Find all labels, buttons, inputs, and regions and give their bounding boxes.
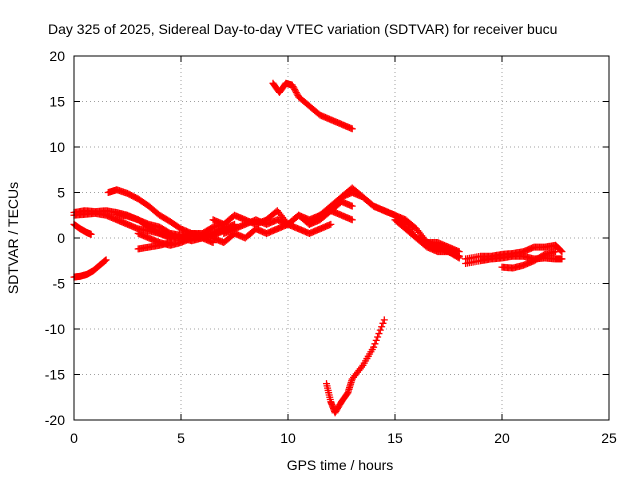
data-point-marker	[375, 330, 383, 338]
x-tick-label: 10	[280, 430, 296, 446]
x-tick-label: 20	[494, 430, 510, 446]
y-tick-label: 5	[57, 185, 65, 201]
data-point-marker	[558, 248, 566, 256]
data-point-marker	[376, 326, 384, 334]
data-point-marker	[87, 230, 95, 238]
x-tick-label: 0	[70, 430, 78, 446]
plot-frame	[73, 55, 610, 421]
x-tick-label: 25	[601, 430, 617, 446]
series-track-20	[498, 248, 559, 272]
y-tick-label: -15	[45, 367, 65, 383]
y-tick-label: 15	[49, 94, 65, 110]
data-point-marker	[558, 255, 566, 263]
data-point-marker	[372, 336, 380, 344]
series-track-7	[134, 239, 174, 253]
y-tick-label: 10	[49, 139, 65, 155]
series-track-8	[70, 256, 110, 281]
data-point-marker	[455, 248, 463, 256]
y-tick-label: 0	[57, 230, 65, 246]
y-tick-label: -10	[45, 321, 65, 337]
data-points	[70, 79, 566, 417]
data-point-marker	[552, 248, 559, 256]
series-track-17	[323, 316, 388, 417]
y-axis-label: SDTVAR / TECUs	[5, 182, 21, 294]
data-point-marker	[348, 202, 356, 210]
data-point-marker	[166, 239, 174, 247]
data-point-marker	[371, 340, 379, 348]
axis-tick-labels: 0 5 10 15 20 25 -20 -15 -10 -5 0 5 10 15 20	[45, 48, 617, 446]
x-tick-label: 15	[387, 430, 403, 446]
x-tick-label: 5	[177, 430, 185, 446]
series-track-11	[220, 198, 356, 237]
data-point-marker	[348, 216, 356, 224]
data-point-marker	[370, 343, 378, 351]
data-point-marker	[557, 247, 565, 255]
grid-lines	[74, 56, 609, 420]
data-point-marker	[379, 319, 387, 327]
data-point-marker	[348, 125, 356, 133]
data-point-marker	[102, 256, 110, 264]
y-tick-label: -5	[53, 276, 66, 292]
data-point-marker	[101, 257, 109, 265]
chart-title: Day 325 of 2025, Sidereal Day-to-day VTE…	[48, 21, 557, 37]
data-point-marker	[380, 316, 388, 324]
data-point-marker	[100, 257, 108, 265]
y-tick-label: -20	[45, 412, 65, 428]
y-tick-label: 20	[49, 48, 65, 64]
data-point-marker	[327, 220, 335, 228]
data-point-marker	[374, 333, 382, 341]
data-point-marker	[556, 246, 564, 254]
series-track-16	[269, 79, 356, 133]
x-axis-label: GPS time / hours	[287, 457, 394, 473]
data-point-marker	[378, 323, 386, 331]
series-track-15	[423, 239, 463, 256]
series-track-5	[113, 210, 228, 242]
